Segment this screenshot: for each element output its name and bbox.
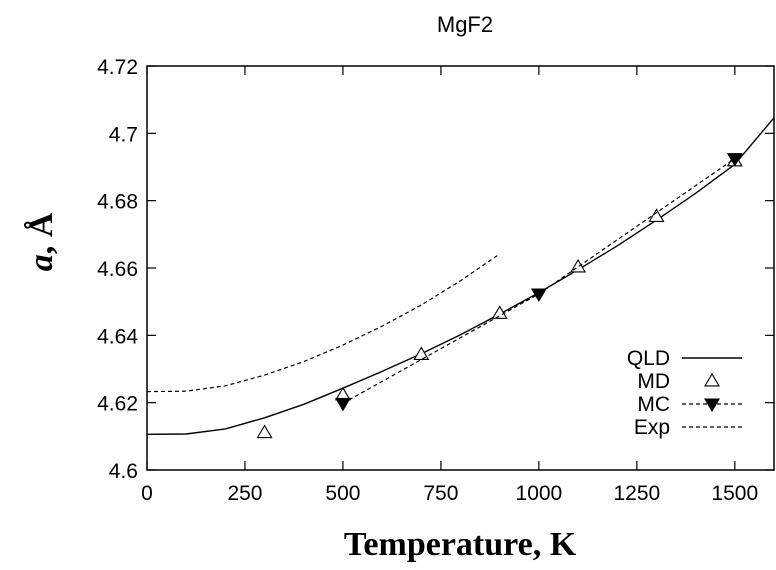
y-tick-label: 4.72 bbox=[97, 56, 138, 79]
series-line-exp bbox=[147, 253, 501, 393]
x-tick-label: 0 bbox=[141, 482, 153, 505]
axes: 0 250 500 750 1000 1250 1500 4.6 4.62 4.64 4.66 4.6… bbox=[97, 56, 775, 505]
x-tick-label: 250 bbox=[227, 482, 262, 505]
x-tick-label: 500 bbox=[325, 482, 360, 505]
data-point-md bbox=[256, 424, 273, 439]
data-point-md bbox=[491, 305, 508, 319]
y-axis-label: a, Å bbox=[23, 212, 60, 271]
x-axis-label: Temperature, K bbox=[344, 526, 577, 563]
series-clip-group bbox=[147, 117, 774, 439]
legend-label-exp: Exp bbox=[634, 416, 670, 439]
y-tick-label: 4.6 bbox=[109, 460, 138, 483]
chart-title: MgF2 bbox=[437, 12, 493, 37]
x-tick-label: 1000 bbox=[516, 482, 563, 505]
data-point-mc bbox=[334, 397, 351, 412]
series-layer bbox=[147, 117, 774, 439]
y-tick-label: 4.7 bbox=[109, 123, 138, 146]
y-tick-label: 4.62 bbox=[97, 393, 138, 416]
y-axis-label-symbol: a bbox=[23, 254, 60, 271]
data-point-md bbox=[648, 208, 665, 222]
data-point-mc bbox=[530, 288, 547, 303]
y-tick-label: 4.66 bbox=[97, 258, 138, 281]
y-tick-label: 4.64 bbox=[97, 325, 138, 348]
legend-label-mc: MC bbox=[637, 393, 670, 416]
y-tick-label: 4.68 bbox=[97, 191, 138, 214]
series-line-qld bbox=[147, 117, 774, 435]
x-tick-label: 750 bbox=[423, 482, 458, 505]
legend-swatch-md bbox=[704, 372, 720, 387]
x-tick-label: 1500 bbox=[711, 482, 758, 505]
legend-swatch-mc bbox=[704, 398, 720, 413]
y-axis-label-unit: , Å bbox=[23, 212, 60, 254]
data-point-mc bbox=[726, 153, 743, 167]
legend-label-qld: QLD bbox=[627, 347, 670, 370]
plot-frame bbox=[146, 65, 775, 471]
data-point-md bbox=[413, 346, 430, 360]
legend-label-md: MD bbox=[637, 370, 670, 393]
x-tick-label: 1250 bbox=[613, 482, 660, 505]
series-line-mc bbox=[342, 158, 736, 404]
